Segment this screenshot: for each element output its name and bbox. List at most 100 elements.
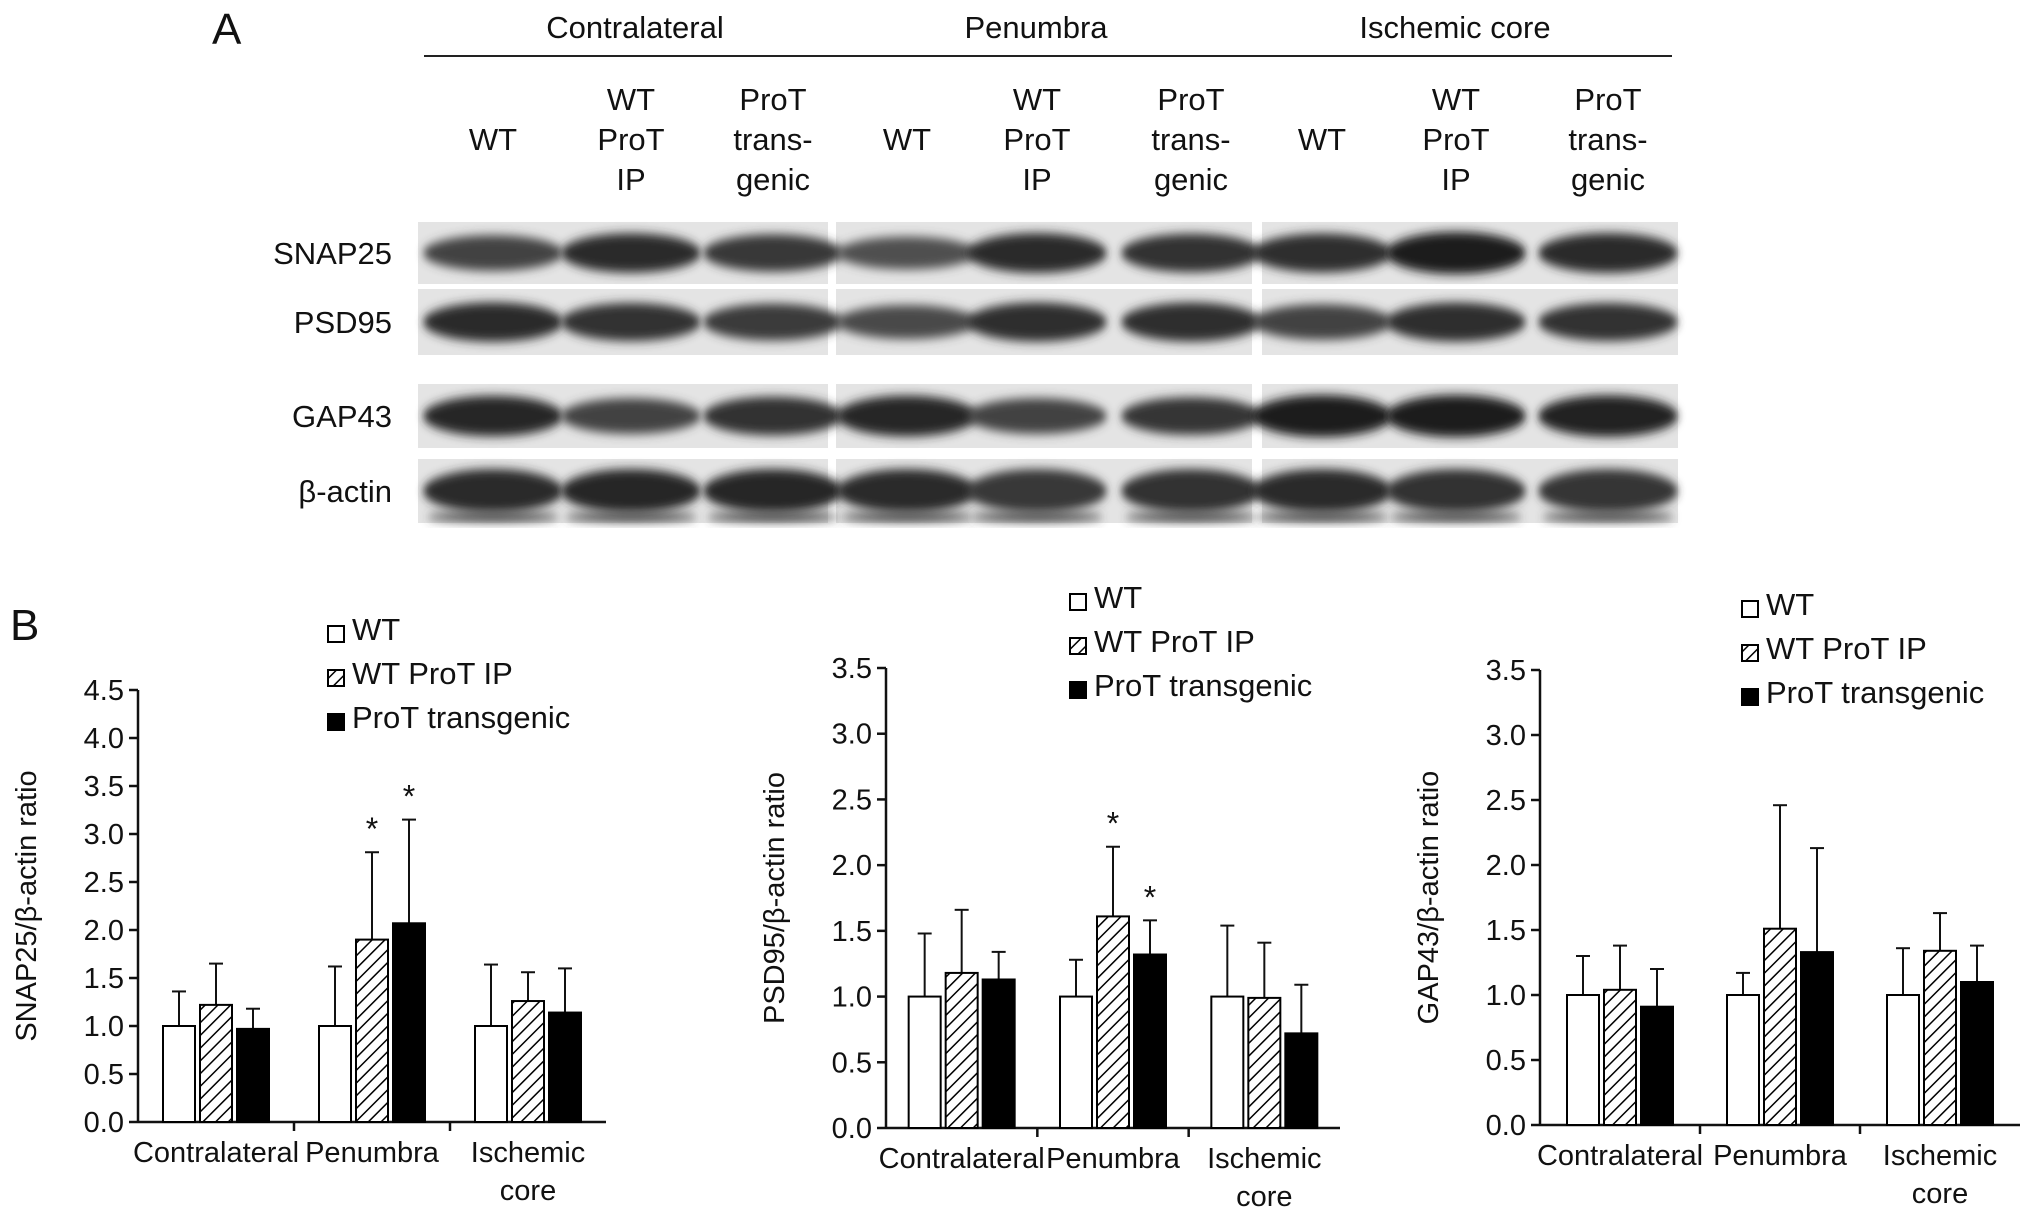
x-category-label: Contralateral: [1537, 1140, 1703, 1172]
y-tick-label: 3.5: [1486, 655, 1526, 687]
blot-band-lower: [841, 512, 973, 522]
bar: [318, 1025, 352, 1123]
y-tick-label: 0.0: [832, 1113, 872, 1145]
lane-label: WT: [607, 82, 655, 117]
y-tick-label: 1.0: [1486, 980, 1526, 1012]
y-axis-label: GAP43/β-actin ratio: [1413, 771, 1445, 1025]
bar: [1603, 988, 1637, 1126]
blot-row-label: SNAP25: [273, 236, 392, 271]
y-tick-label: 1.5: [84, 963, 124, 995]
blot-band: [423, 235, 563, 271]
bar-chart: 0.0 0.5 1.0 1.5 2.0 2.5 3.0 3.5 4.0 4.5 SNAP25/β-a…: [11, 612, 606, 1207]
blot-band: [423, 395, 563, 437]
blot-row-labels: SNAP25 PSD95 GAP43 β-actin: [273, 236, 392, 509]
lane-label: ProT: [1003, 122, 1070, 157]
lane-label: genic: [736, 162, 810, 197]
x-category-label: Contralateral: [133, 1137, 299, 1169]
significance-marker: *: [366, 811, 378, 847]
bar: [1726, 994, 1760, 1126]
legend-swatch: [1069, 593, 1087, 611]
bar: [1247, 996, 1282, 1130]
blot-band: [1252, 233, 1392, 273]
lane-label: IP: [616, 162, 645, 197]
x-category-label: Ischemic: [1883, 1140, 1997, 1172]
y-tick-label: 1.0: [84, 1011, 124, 1043]
bar: [1763, 927, 1797, 1127]
bar: [1640, 1005, 1674, 1127]
blot-band: [967, 302, 1107, 342]
blot-band: [423, 469, 563, 513]
legend-label: ProT transgenic: [352, 700, 570, 735]
bar: [355, 938, 389, 1123]
blot-row-label: GAP43: [292, 399, 392, 434]
lane-label: ProT: [1574, 82, 1641, 117]
x-category-label: Ischemic: [1207, 1143, 1321, 1175]
significance-marker: *: [1144, 879, 1156, 915]
lane-label: ProT: [597, 122, 664, 157]
lane-label: WT: [1013, 82, 1061, 117]
y-tick-label: 2.5: [84, 867, 124, 899]
y-tick-label: 3.0: [84, 819, 124, 851]
y-tick-label: 1.0: [832, 982, 872, 1014]
bar: [1923, 949, 1957, 1126]
bar-chart: 0.0 0.5 1.0 1.5 2.0 2.5 3.0 3.5 PSD95/β-actin ra…: [759, 580, 1340, 1213]
lane-label: IP: [1022, 162, 1051, 197]
blot-band-lower: [427, 512, 559, 522]
blot-band: [561, 233, 701, 273]
y-tick-label: 2.5: [832, 784, 872, 816]
legend-swatch: [1741, 600, 1759, 618]
legend-swatch: [1069, 637, 1087, 655]
blot-band: [1538, 232, 1678, 274]
x-category-label: core: [1912, 1178, 1968, 1210]
blot-band: [1538, 302, 1678, 342]
blot-band: [1252, 469, 1392, 513]
legend-label: WT ProT IP: [1094, 624, 1255, 659]
region-label: Contralateral: [546, 10, 723, 45]
y-tick-label: 1.5: [1486, 915, 1526, 947]
blot-band: [561, 469, 701, 513]
y-tick-label: 0.5: [1486, 1045, 1526, 1077]
bar: [1210, 995, 1245, 1129]
western-blot-panel: A Contralateral Penumbra Ischemic core WTW…: [212, 5, 1678, 523]
y-tick-label: 3.0: [832, 719, 872, 751]
y-tick-label: 2.0: [832, 850, 872, 882]
bar: [392, 922, 426, 1124]
significance-marker: *: [403, 779, 415, 815]
blot-band: [1538, 469, 1678, 513]
legend-label: ProT transgenic: [1094, 668, 1312, 703]
bar: [511, 1000, 545, 1123]
lane-label: WT: [883, 122, 931, 157]
y-tick-label: 2.0: [1486, 850, 1526, 882]
bar: [199, 1003, 233, 1124]
y-axis-label: SNAP25/β-actin ratio: [11, 770, 43, 1041]
region-label: Ischemic core: [1359, 10, 1550, 45]
lane-label: ProT: [1422, 122, 1489, 157]
legend-label: WT ProT IP: [352, 656, 513, 691]
blot-band-lower: [1390, 512, 1522, 522]
blot-band: [837, 236, 977, 270]
blot-band: [1121, 302, 1261, 342]
blot-band: [837, 469, 977, 513]
y-tick-label: 3.0: [1486, 720, 1526, 752]
legend-swatch: [1741, 644, 1759, 662]
bar-chart: 0.0 0.5 1.0 1.5 2.0 2.5 3.0 3.5 GAP43/β-actin ra…: [1413, 587, 2020, 1210]
blot-band: [561, 398, 701, 434]
lane-label: trans-: [1151, 122, 1230, 157]
blot-band: [1538, 395, 1678, 437]
lane-label: WT: [1298, 122, 1346, 157]
blot-band: [703, 234, 843, 272]
bar: [1096, 915, 1130, 1130]
blot-band: [703, 303, 843, 341]
legend-label: WT: [1766, 587, 1814, 622]
x-category-label: core: [500, 1175, 556, 1207]
y-tick-label: 3.5: [832, 653, 872, 685]
blot-band: [703, 469, 843, 513]
blot-band: [967, 232, 1107, 274]
bar: [1284, 1032, 1319, 1130]
blot-row-label: PSD95: [294, 305, 392, 340]
blot-band-lower: [1256, 512, 1388, 522]
bar: [236, 1027, 270, 1124]
lane-label: genic: [1571, 162, 1645, 197]
blot-images: [418, 222, 1678, 523]
